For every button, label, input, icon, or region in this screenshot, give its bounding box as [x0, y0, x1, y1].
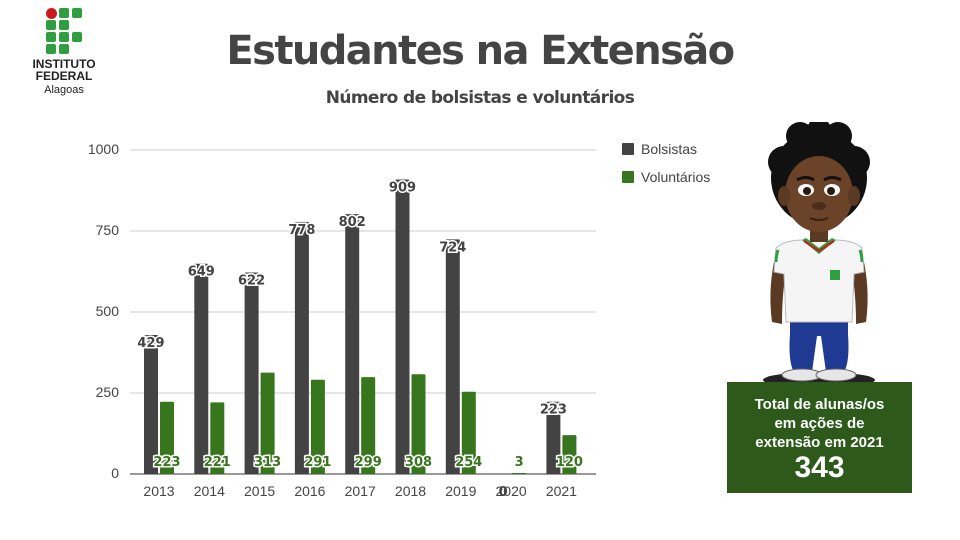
legend-swatch-bolsistas: [622, 143, 634, 155]
bar-bolsistas: [345, 214, 360, 475]
bar-voluntários: [160, 401, 174, 474]
logo-name: INSTITUTO FEDERAL: [22, 58, 106, 82]
bar-voluntários: [512, 473, 527, 474]
y-tick-label: 750: [96, 222, 120, 238]
data-label: 223: [153, 455, 180, 470]
bar-bolsistas: [546, 401, 561, 474]
mascot-arm-left: [770, 262, 786, 324]
y-tick-label: 0: [111, 465, 119, 481]
x-tick-label: 2013: [143, 483, 174, 499]
total-summary-value: 343: [794, 451, 845, 484]
page-title: Estudantes na Extensão: [226, 28, 735, 74]
logo-name-line1: INSTITUTO: [32, 57, 96, 71]
mascot-pants: [789, 318, 849, 372]
bar-bolsistas: [244, 272, 259, 474]
logo-subtitle: Alagoas: [44, 84, 84, 96]
logo-square: [72, 32, 82, 42]
data-label: 0: [499, 485, 508, 500]
bar-voluntários: [310, 379, 325, 474]
logo-square: [59, 44, 69, 54]
bar-voluntários: [411, 374, 426, 474]
x-tick-label: 2020: [496, 483, 527, 499]
institute-logo: INSTITUTO FEDERAL Alagoas: [22, 8, 106, 100]
mascot-arm-right: [852, 262, 868, 324]
logo-square: [46, 32, 56, 42]
bar-voluntários: [260, 372, 275, 474]
mascot-mouth: [809, 217, 829, 221]
data-label: 308: [405, 455, 432, 470]
logo-square: [46, 20, 56, 30]
logo-red-dot: [46, 8, 57, 19]
logo-mark-icon: [46, 8, 84, 54]
mascot-shoe-right: [815, 368, 857, 382]
data-label: 223: [540, 403, 567, 418]
mascot-badge: [830, 270, 840, 280]
data-label: 221: [204, 455, 231, 470]
data-label: 778: [288, 223, 315, 238]
legend-swatch-voluntários: [622, 171, 634, 183]
bar-bolsistas: [294, 221, 309, 474]
bar-voluntários: [562, 435, 577, 474]
x-tick-label: 2016: [294, 483, 325, 499]
legend-label: Bolsistas: [641, 141, 697, 157]
total-summary-text: Total de alunas/os em ações de extensão …: [733, 395, 906, 452]
logo-name-line2: FEDERAL: [35, 69, 93, 83]
bar-voluntários: [210, 402, 225, 474]
logo-square: [59, 8, 69, 18]
bar-bolsistas: [144, 335, 158, 474]
bar-bolsistas: [194, 263, 209, 474]
legend-label: Voluntários: [641, 169, 710, 185]
data-label: 3: [515, 455, 524, 470]
data-label: 429: [137, 336, 164, 351]
data-label: 313: [254, 455, 281, 470]
logo-square: [59, 20, 69, 30]
data-label: 254: [455, 455, 482, 470]
total-summary-line3: extensão em 2021: [755, 434, 884, 451]
total-summary-line2: em ações de: [774, 415, 865, 432]
bar-bolsistas: [395, 179, 410, 474]
data-label: 120: [556, 455, 583, 470]
page-subtitle: Número de bolsistas e voluntários: [325, 88, 635, 108]
x-tick-label: 2015: [244, 483, 275, 499]
logo-square: [72, 8, 82, 18]
mascot-shirt: [773, 239, 865, 323]
mascot-sleeve-trim-right: [858, 249, 864, 263]
logo-square: [46, 44, 56, 54]
x-tick-label: 2014: [194, 483, 225, 499]
x-tick-label: 2021: [546, 483, 577, 499]
bar-bolsistas: [445, 239, 460, 474]
student-mascot-icon: [763, 122, 875, 388]
x-tick-label: 2017: [345, 483, 376, 499]
y-tick-label: 1000: [88, 141, 119, 157]
data-label: 291: [304, 455, 331, 470]
data-label: 909: [389, 180, 416, 195]
mascot-face: [785, 156, 853, 232]
bar-chart: 0 250 500 750 1000 429 649 622 778 802 909 724 0 223 2…: [88, 141, 710, 502]
y-tick-label: 500: [96, 303, 120, 319]
mascot-collar-trim: [803, 240, 835, 253]
total-summary-line1: Total de alunas/os: [754, 396, 885, 413]
data-label: 299: [355, 455, 382, 470]
data-label: 622: [238, 273, 265, 288]
total-summary-box: Total de alunas/os em ações de extensão …: [727, 382, 912, 493]
x-tick-label: 2019: [445, 483, 476, 499]
logo-square: [59, 32, 69, 42]
bar-voluntários: [461, 391, 476, 474]
bar-voluntários: [361, 377, 376, 474]
data-label: 802: [339, 215, 366, 230]
mascot-sleeve-trim-left: [774, 249, 780, 263]
data-label: 649: [188, 265, 215, 280]
x-tick-label: 2018: [395, 483, 426, 499]
data-label: 724: [439, 240, 466, 255]
y-tick-label: 250: [96, 384, 120, 400]
